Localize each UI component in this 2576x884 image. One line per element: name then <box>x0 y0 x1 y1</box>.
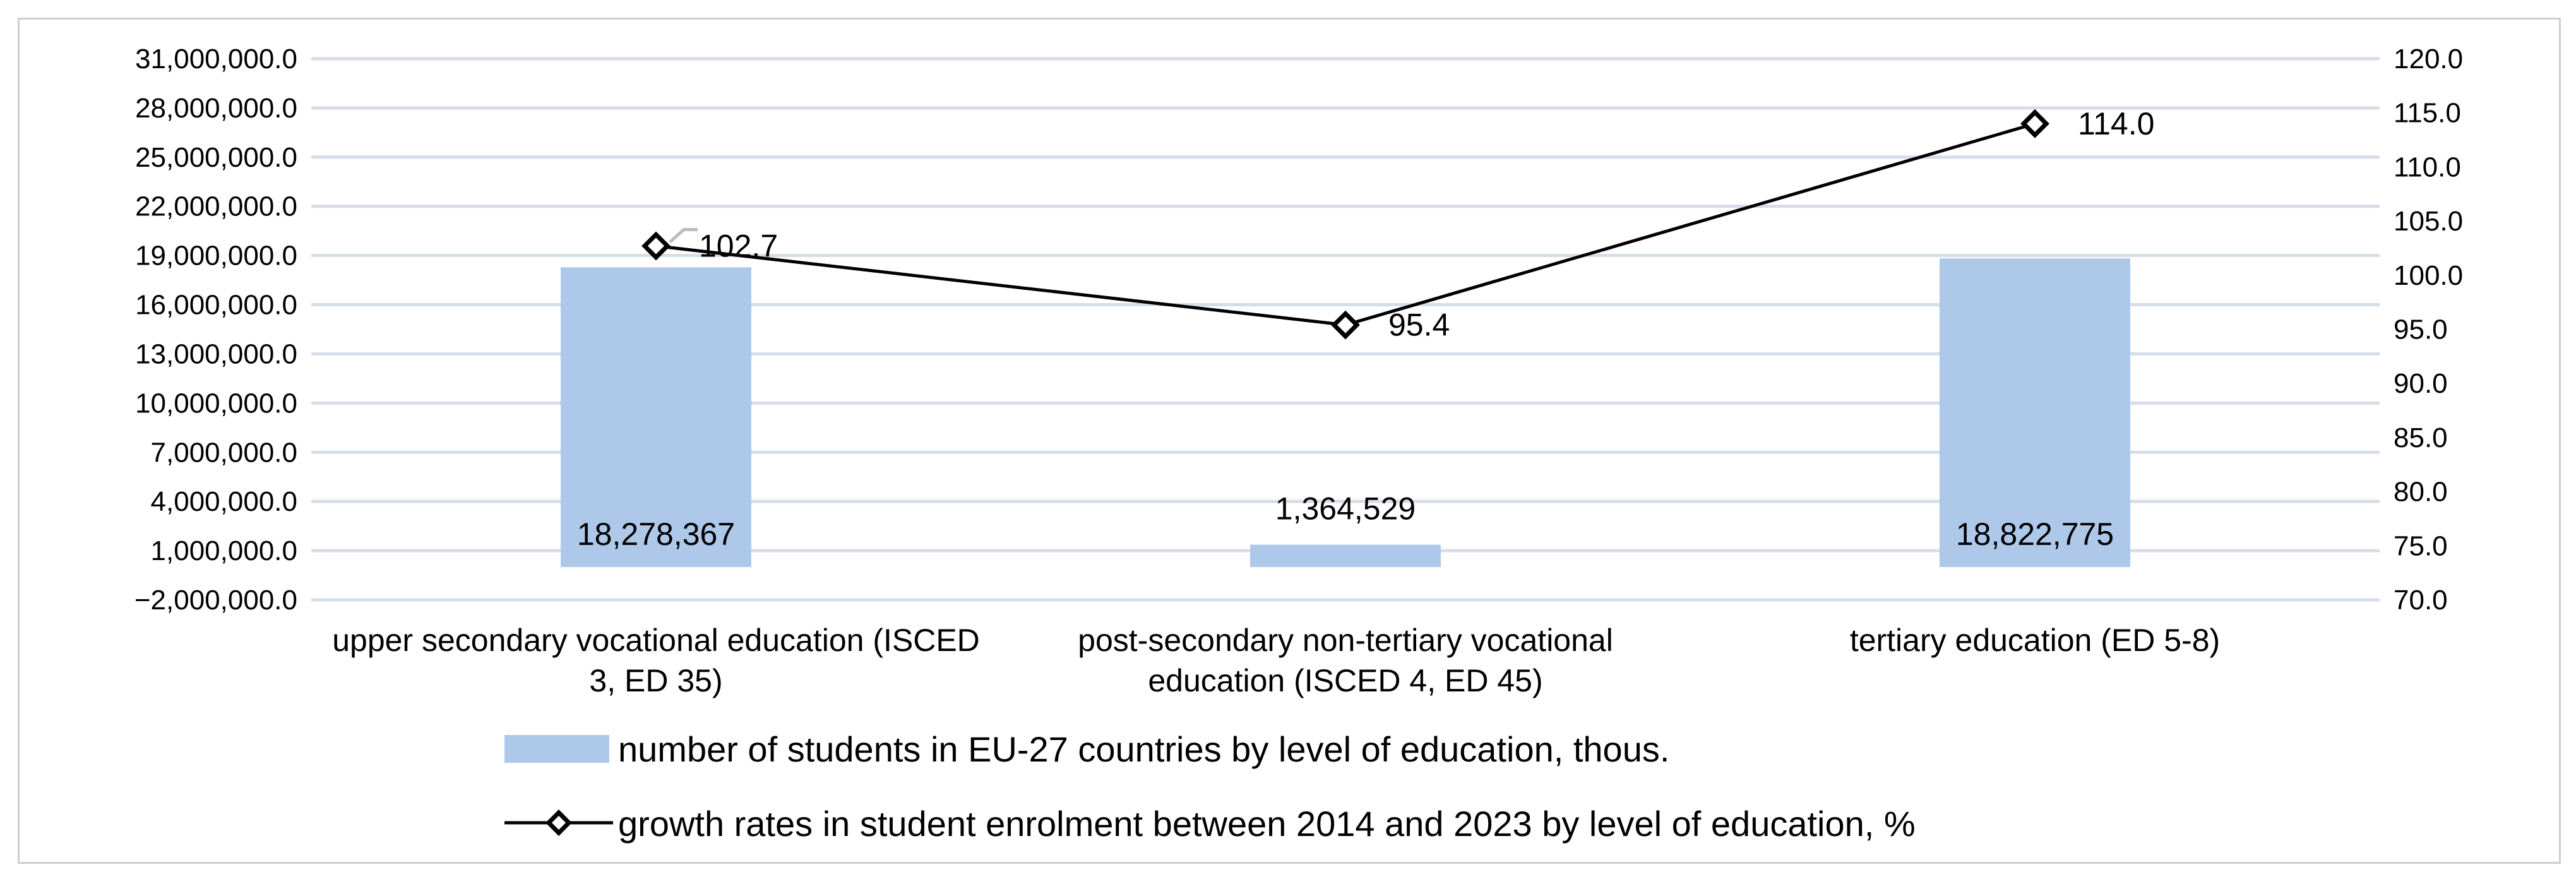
left-tick-label: 19,000,000.0 <box>135 241 297 272</box>
legend: number of students in EU-27 countries by… <box>504 729 1916 844</box>
left-tick-label: 13,000,000.0 <box>135 338 297 369</box>
category-label-line: upper secondary vocational education (IS… <box>332 623 980 658</box>
right-tick-label: 115.0 <box>2394 98 2461 129</box>
left-tick-label: 7,000,000.0 <box>151 437 297 468</box>
bar <box>561 267 751 568</box>
x-axis-categories: upper secondary vocational education (IS… <box>332 623 2220 698</box>
right-tick-label: 120.0 <box>2394 44 2463 75</box>
left-tick-label: 28,000,000.0 <box>135 93 297 124</box>
line-data-label: 102.7 <box>699 229 778 264</box>
category-label-line: education (ISCED 4, ED 45) <box>1148 663 1542 698</box>
line-data-label: 95.4 <box>1388 308 1450 343</box>
right-tick-label: 90.0 <box>2394 368 2448 399</box>
line-point-marker <box>2020 109 2049 138</box>
right-tick-label: 75.0 <box>2394 530 2448 561</box>
label-leader-line <box>669 228 698 244</box>
left-tick-label: 31,000,000.0 <box>135 44 297 75</box>
bar-data-label: 1,364,529 <box>1275 491 1416 527</box>
left-tick-label: 10,000,000.0 <box>135 388 297 419</box>
bar-data-label: 18,822,775 <box>1956 517 2114 552</box>
right-tick-label: 110.0 <box>2394 152 2461 182</box>
category-label: upper secondary vocational education (IS… <box>332 623 980 698</box>
left-tick-label: 4,000,000.0 <box>151 486 297 517</box>
legend-bar-swatch <box>504 735 609 763</box>
category-label: post-secondary non-tertiary vocational ed… <box>1078 623 1613 698</box>
right-tick-label: 70.0 <box>2394 585 2448 616</box>
category-label-line: 3, ED 35) <box>589 663 722 698</box>
bar-series: 18,278,367 1,364,529 18,822,775 <box>561 258 2130 568</box>
line-point-marker <box>641 231 671 261</box>
right-tick-label: 85.0 <box>2394 422 2448 453</box>
chart-frame: 18,278,367 1,364,529 18,822,775 102.7 95.4 1… <box>18 18 2561 864</box>
legend-bar-label: number of students in EU-27 countries by… <box>618 729 1669 769</box>
left-tick-label: −2,000,000.0 <box>134 585 297 616</box>
growth-line <box>655 122 2036 327</box>
line-series: 102.7 95.4 114.0 <box>641 106 2154 343</box>
right-y-axis: 70.0 75.0 80.0 85.0 90.0 95.0 100.0 105.0 110.0 1… <box>2394 44 2463 616</box>
left-tick-label: 1,000,000.0 <box>151 535 297 566</box>
right-tick-label: 80.0 <box>2394 477 2448 508</box>
legend-line-label: growth rates in student enrolment betwee… <box>618 804 1916 844</box>
category-label-line: tertiary education (ED 5-8) <box>1850 623 2220 658</box>
legend-line-marker <box>546 809 572 836</box>
left-tick-label: 25,000,000.0 <box>135 142 297 173</box>
line-data-label: 114.0 <box>2078 106 2154 141</box>
category-label-line: post-secondary non-tertiary vocational <box>1078 623 1613 658</box>
bar <box>1250 544 1441 568</box>
category-label: tertiary education (ED 5-8) <box>1850 623 2220 658</box>
left-tick-label: 16,000,000.0 <box>135 290 297 321</box>
bar-data-label: 18,278,367 <box>577 517 735 552</box>
right-tick-label: 95.0 <box>2394 314 2448 345</box>
line-point-marker <box>1331 310 1360 340</box>
left-y-axis: −2,000,000.0 1,000,000.0 4,000,000.0 7,000,… <box>134 44 297 616</box>
bar <box>1940 258 2130 568</box>
left-tick-label: 22,000,000.0 <box>135 191 297 222</box>
right-tick-label: 105.0 <box>2394 206 2463 237</box>
right-tick-label: 100.0 <box>2394 260 2463 291</box>
